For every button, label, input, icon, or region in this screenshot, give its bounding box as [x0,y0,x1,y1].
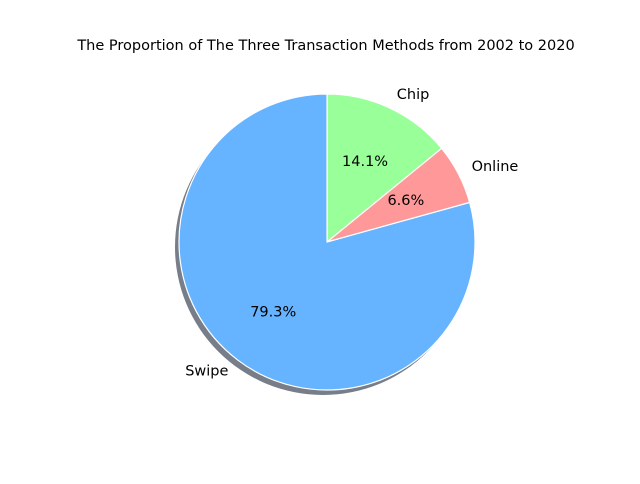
slice-label-chip: Chip [397,87,430,103]
percent-label-online: 6.6% [387,193,424,209]
percent-label-swipe: 79.3% [250,305,296,321]
percent-label-chip: 14.1% [342,154,388,170]
chart-title: The Proportion of The Three Transaction … [76,38,574,54]
pie-labels: Chip 14.1% Online 6.6% Swipe 79.3% [185,87,518,380]
pie-slice-chip [326,93,443,243]
pie-slice-swipe [178,93,476,391]
pie-slices [178,93,476,391]
slice-label-online: Online [472,159,519,175]
slice-label-swipe: Swipe [185,364,228,380]
